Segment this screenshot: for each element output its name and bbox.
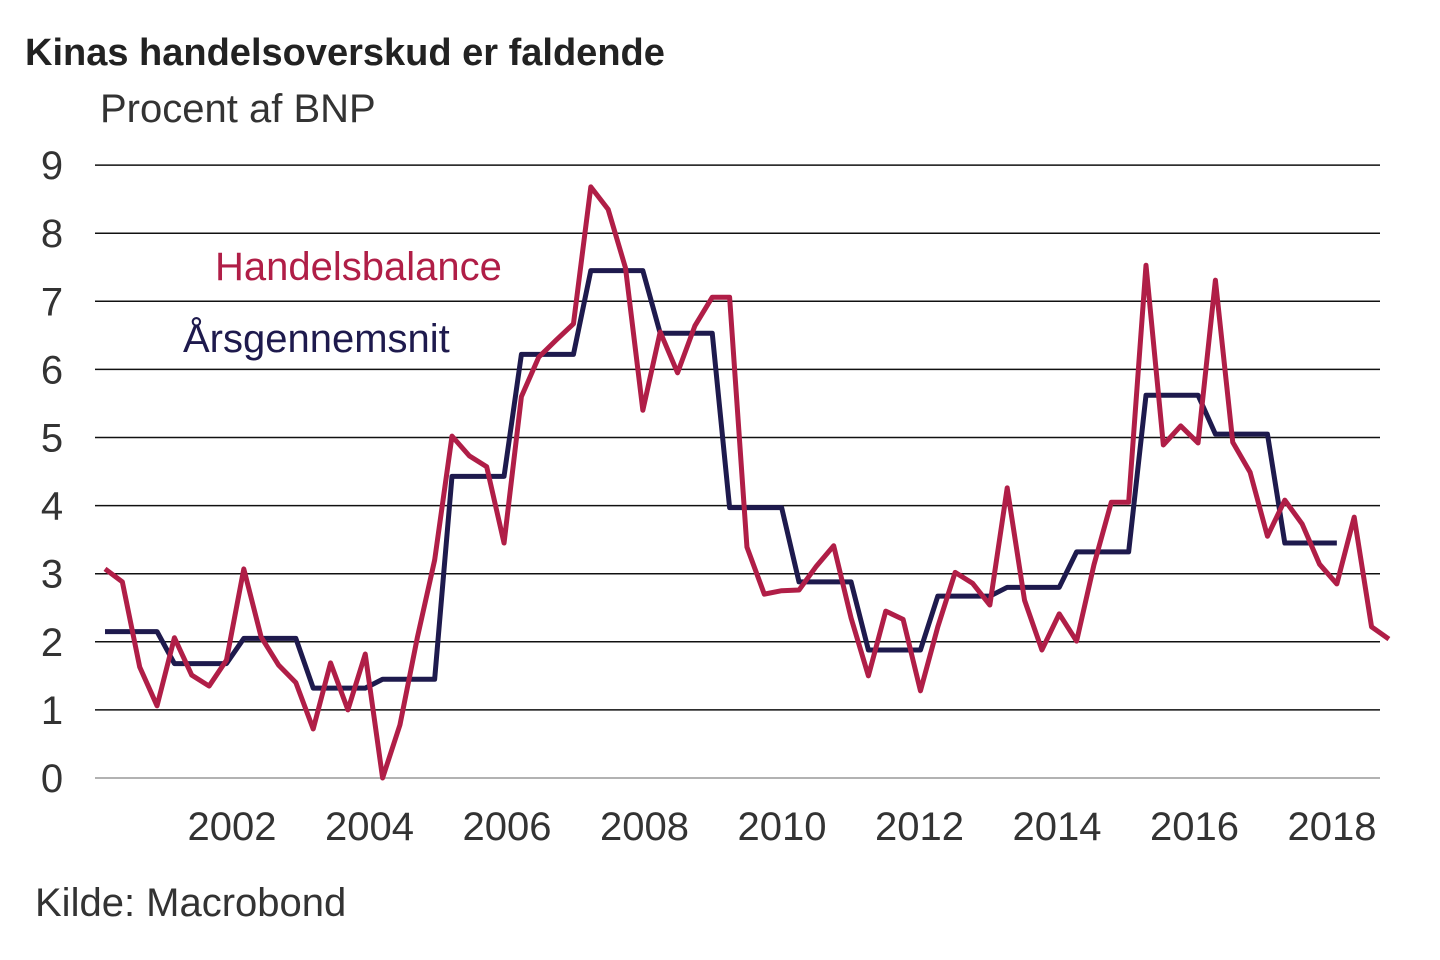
x-tick-label: 2016 xyxy=(1150,805,1239,849)
y-tick-label: 8 xyxy=(41,212,63,256)
legend-handelsbalance: Handelsbalance xyxy=(215,245,502,289)
x-tick-label: 2010 xyxy=(738,805,827,849)
y-tick-label: 0 xyxy=(41,757,63,801)
x-tick-label: 2008 xyxy=(600,805,689,849)
y-tick-label: 2 xyxy=(41,621,63,665)
x-tick-label: 2006 xyxy=(463,805,552,849)
y-tick-label: 4 xyxy=(41,485,63,529)
y-tick-label: 5 xyxy=(41,417,63,461)
x-tick-label: 2004 xyxy=(325,805,414,849)
x-tick-label: 2012 xyxy=(875,805,964,849)
series-line-arsgennemsnit xyxy=(105,268,1337,691)
y-tick-label: 3 xyxy=(41,553,63,597)
x-tick-label: 2002 xyxy=(188,805,277,849)
chart-title: Kinas handelsoverskud er faldende xyxy=(25,32,665,74)
x-tick-label: 2018 xyxy=(1288,805,1377,849)
legend-arsgennemsnit: Årsgennemsnit xyxy=(183,316,450,361)
source-note: Kilde: Macrobond xyxy=(35,881,346,925)
y-tick-label: 1 xyxy=(41,689,63,733)
y-axis-label: Procent af BNP xyxy=(100,87,376,131)
y-tick-label: 6 xyxy=(41,348,63,392)
x-tick-label: 2014 xyxy=(1013,805,1102,849)
y-tick-label: 7 xyxy=(41,280,63,324)
y-tick-label: 9 xyxy=(41,144,63,188)
